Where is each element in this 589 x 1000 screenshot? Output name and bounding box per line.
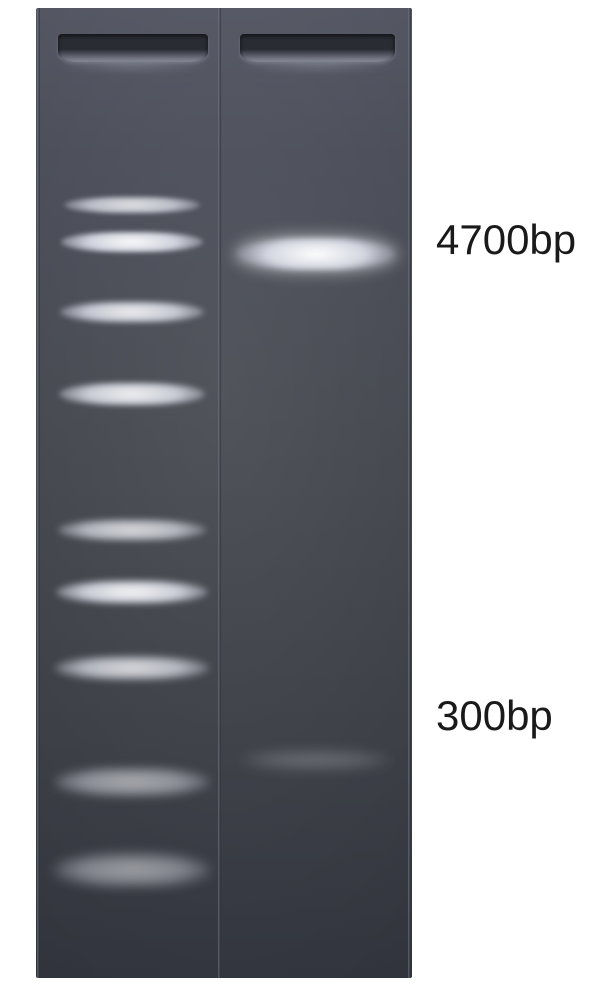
ladder-band: [54, 769, 210, 795]
sample-band: [241, 751, 391, 769]
sample-band: [237, 238, 395, 270]
size-label: 4700bp: [436, 216, 576, 264]
gel-well: [58, 34, 208, 62]
lane-divider: [408, 8, 411, 978]
ladder-band: [55, 657, 209, 679]
gel-well: [240, 34, 395, 62]
size-label: 300bp: [436, 692, 553, 740]
ladder-band: [59, 383, 205, 405]
ladder-band: [64, 197, 200, 213]
ladder-band: [53, 855, 211, 885]
lane-divider: [37, 8, 40, 978]
ladder-band: [56, 581, 208, 603]
lane-divider: [218, 8, 221, 978]
ladder-band: [58, 520, 206, 540]
gel-vignette: [36, 8, 412, 978]
ladder-band: [60, 302, 204, 322]
ladder-band: [61, 232, 203, 252]
gel-image: [36, 8, 412, 978]
